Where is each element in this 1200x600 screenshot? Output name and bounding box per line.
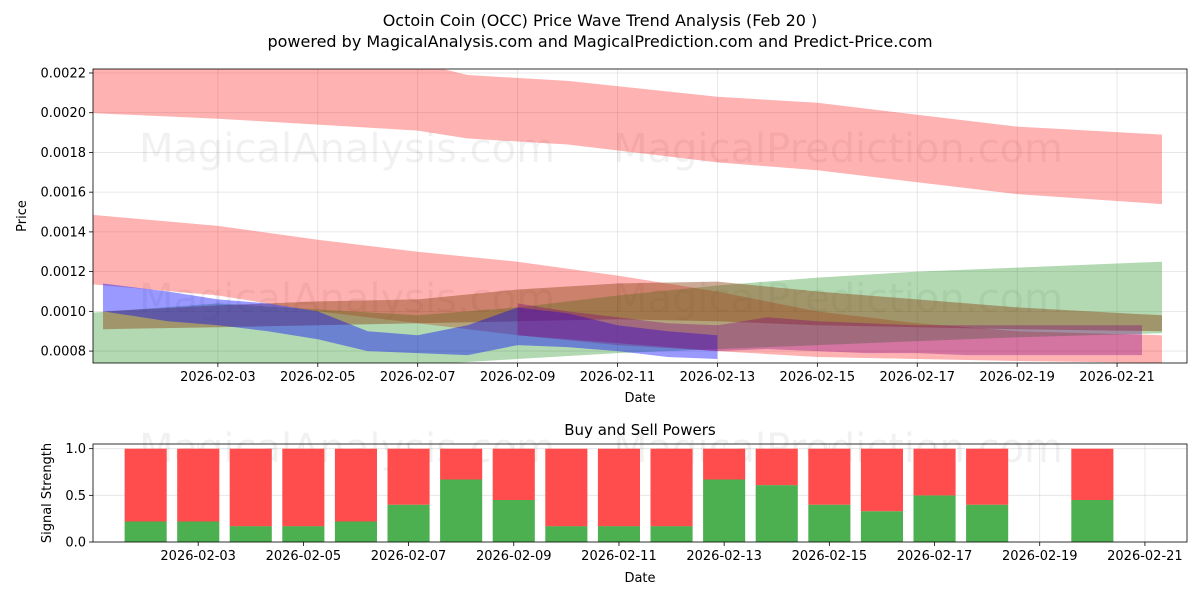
watermark-text: MagicalAnalysis.com [139,126,555,172]
y-tick-label: 0.0 [65,536,86,551]
figure-subtitle: powered by MagicalAnalysis.com and Magic… [267,32,932,51]
x-tick-label: 2026-02-19 [1002,549,1078,564]
sell-bar [177,448,220,522]
sell-bar [966,448,1009,505]
purple-band [517,303,1142,356]
green-band [93,261,1162,363]
buy-bar [545,526,588,542]
x-tick-label: 2026-02-09 [480,370,556,385]
y-tick-label: 0.5 [65,489,86,504]
x-tick-label: 2026-02-21 [1079,370,1155,385]
x-axis-label: Date [624,571,655,586]
x-tick-label: 2026-02-09 [476,549,552,564]
x-tick-label: 2026-02-17 [897,549,973,564]
sell-bar [650,448,693,527]
buy-bar [1071,500,1114,542]
y-tick-label: 0.0022 [41,66,87,81]
x-tick-label: 2026-02-15 [792,549,868,564]
axes-frame [92,443,1188,543]
sell-bar [860,448,903,512]
x-tick-label: 2026-02-13 [686,549,762,564]
buy-bar [755,485,798,542]
x-tick-label: 2026-02-13 [680,370,756,385]
y-tick-label: 0.0012 [41,265,87,280]
buy-bar [597,526,640,542]
watermark-text: MagicalAnalysis.com [139,276,555,322]
buy-bar [387,504,430,542]
sell-bar [703,448,746,480]
x-tick-label: 2026-02-17 [879,370,955,385]
x-tick-label: 2026-02-19 [979,370,1055,385]
buy-bar [334,521,377,542]
x-tick-label: 2026-02-05 [266,549,342,564]
upper-red-band [93,69,1162,205]
x-tick-label: 2026-02-15 [780,370,856,385]
y-tick-label: 0.0010 [41,305,87,320]
brown-band [103,281,1162,332]
y-tick-label: 1.0 [65,442,86,457]
buy-bar [124,521,167,542]
y-axis-label: Price [15,200,30,232]
buy-bar [492,500,535,542]
sell-bar [124,448,167,522]
y-tick-label: 0.0018 [41,146,87,161]
buy-sell-powers-chart: Buy and Sell Powers 2026-02-03 2026-02-05 2… [40,421,1188,586]
price-wave-chart: 2026-02-03 2026-02-05 2026-02-07 2026-02-09… [15,66,1188,406]
x-tick-label: 2026-02-07 [371,549,447,564]
chart-title: Buy and Sell Powers [564,421,716,439]
buy-bar [440,479,483,542]
sell-bar [913,448,956,496]
y-axis-label: Signal Strength [40,443,55,543]
buy-bar [913,495,956,542]
bands-layer [93,69,1162,363]
y-tick-label: 0.0016 [41,186,87,201]
buy-bar [650,526,693,542]
sell-bar [755,448,798,486]
sell-bar [229,448,272,527]
x-tick-label: 2026-02-07 [380,370,456,385]
sell-bar [282,448,325,527]
sell-bar [334,448,377,522]
x-tick-label: 2026-02-11 [580,370,656,385]
sell-bar [387,448,430,505]
lower-red-band [93,214,1162,363]
sell-bar [808,448,851,505]
y-tick-label: 0.0008 [41,345,87,360]
x-tick-label: 2026-02-03 [180,370,256,385]
x-axis-label: Date [624,391,655,406]
sell-bar [597,448,640,527]
y-tick-label: 0.0014 [41,225,87,240]
figure-title: Octoin Coin (OCC) Price Wave Trend Analy… [383,11,818,30]
buy-bar [808,504,851,542]
y-tick-label: 0.0020 [41,106,87,121]
watermark-text: MagicalPrediction.com [613,276,1063,322]
x-tick-label: 2026-02-21 [1107,549,1183,564]
blue-band [103,283,718,359]
sell-bar [440,448,483,480]
buy-bar [703,479,746,542]
buy-bar [177,521,220,542]
sell-bar [1071,448,1114,500]
x-tick-label: 2026-02-03 [160,549,236,564]
x-tick-label: 2026-02-11 [581,549,657,564]
buy-bar [229,526,272,542]
buy-bar [860,511,903,542]
sell-bar [545,448,588,527]
watermark-text: MagicalPrediction.com [613,126,1063,172]
buy-bar [966,504,1009,542]
x-tick-label: 2026-02-05 [280,370,356,385]
buy-bar [282,526,325,542]
sell-bar [492,448,535,500]
axes-frame [92,68,1188,364]
